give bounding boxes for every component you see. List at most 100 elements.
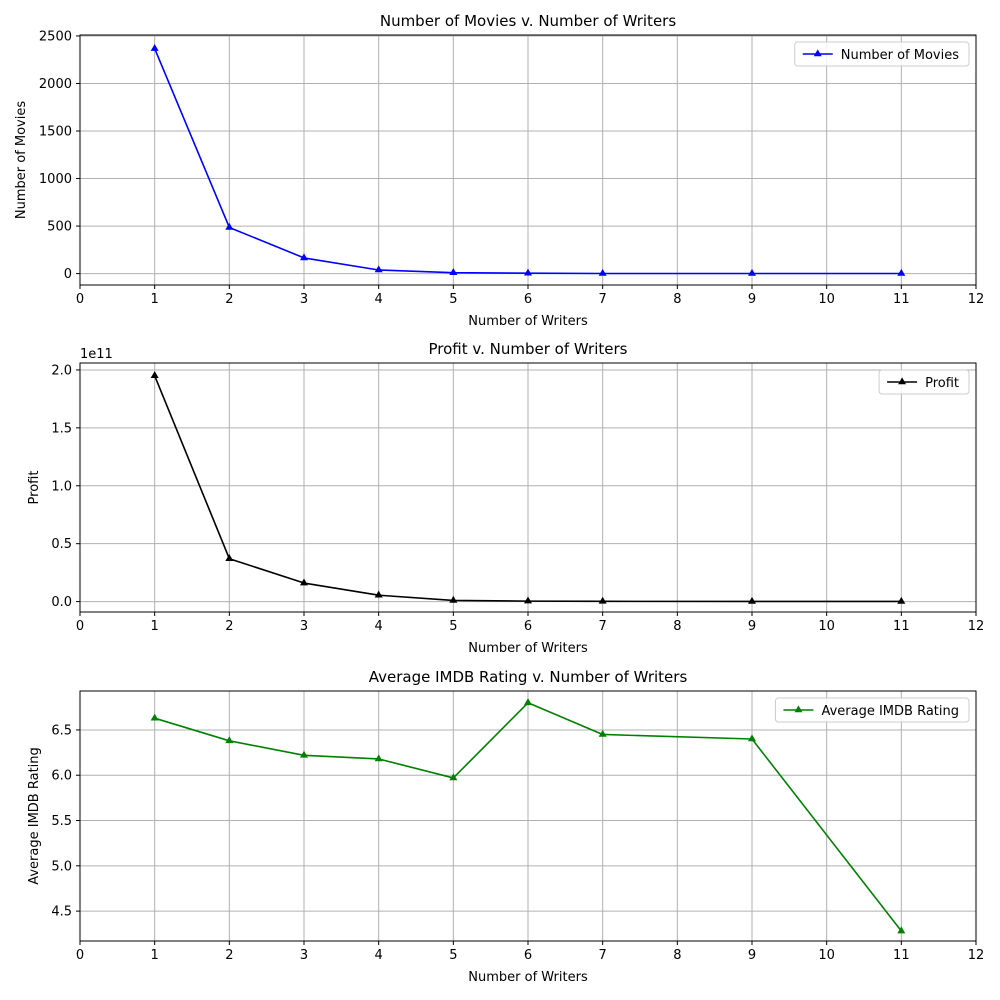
x-tick-label: 9 bbox=[748, 948, 756, 963]
chart-panels: 0 1 2 3 4 5 6 7 8 9 10 11 1205001000150020002500Numb… bbox=[14, 12, 984, 985]
data-point-marker bbox=[523, 268, 533, 276]
legend: Average IMDB Rating bbox=[774, 697, 970, 723]
x-tick-label: 7 bbox=[599, 948, 607, 963]
x-tick-label: 2 bbox=[225, 619, 233, 634]
y-tick-label: 2000 bbox=[39, 77, 72, 92]
data-point-marker bbox=[299, 750, 309, 758]
data-point-marker bbox=[225, 736, 234, 744]
y-tick-label: 6.5 bbox=[51, 723, 72, 738]
y-axis-label: Profit bbox=[27, 471, 42, 505]
x-tick-label: 3 bbox=[300, 948, 308, 963]
x-tick-label: 8 bbox=[673, 948, 681, 963]
x-tick-label: 10 bbox=[818, 619, 835, 634]
x-tick-label: 3 bbox=[300, 292, 308, 307]
x-tick-label: 3 bbox=[300, 619, 308, 634]
x-tick-label: 1 bbox=[151, 292, 159, 307]
legend-marker-swatch bbox=[794, 705, 803, 713]
data-point-marker bbox=[299, 253, 309, 261]
series-1 bbox=[150, 698, 906, 934]
x-tick-label: 0 bbox=[76, 292, 84, 307]
data-point-marker bbox=[523, 596, 533, 604]
y-tick-label: 1000 bbox=[39, 172, 72, 187]
data-point-marker bbox=[374, 590, 383, 598]
legend-label: Number of Movies bbox=[841, 48, 959, 63]
y-tick-label: 1.0 bbox=[51, 479, 72, 494]
data-point-marker bbox=[598, 596, 607, 604]
x-tick-label: 5 bbox=[449, 619, 457, 634]
data-point-marker bbox=[747, 268, 757, 276]
y-tick-label: 1.5 bbox=[51, 421, 72, 436]
x-tick-label: 0 bbox=[76, 948, 84, 963]
x-tick-label: 4 bbox=[375, 619, 383, 634]
x-tick-label: 9 bbox=[748, 292, 756, 307]
x-tick-label: 8 bbox=[673, 292, 681, 307]
x-tick-label: 6 bbox=[524, 292, 532, 307]
legend: Profit bbox=[878, 369, 970, 395]
y-tick-label: 2500 bbox=[39, 29, 72, 44]
x-tick-label: 0 bbox=[76, 619, 84, 634]
x-tick-label: 4 bbox=[375, 292, 383, 307]
grid-lines bbox=[79, 691, 977, 941]
legend-box bbox=[794, 41, 970, 67]
x-tick-label: 10 bbox=[818, 292, 835, 307]
x-tick-label: 11 bbox=[893, 948, 910, 963]
data-point-marker bbox=[598, 268, 607, 276]
y-offset-text: 1e11 bbox=[80, 347, 113, 362]
legend-label: Average IMDB Rating bbox=[821, 704, 959, 719]
data-point-marker bbox=[598, 729, 607, 737]
x-tick-label: 8 bbox=[673, 619, 681, 634]
x-tick-label: 6 bbox=[524, 619, 532, 634]
data-point-marker bbox=[225, 554, 234, 562]
y-tick-label: 4.5 bbox=[51, 905, 72, 920]
legend-marker-swatch bbox=[813, 49, 822, 57]
x-tick-label: 9 bbox=[748, 619, 756, 634]
chart-title: Average IMDB Rating v. Number of Writers bbox=[369, 668, 688, 686]
data-point-marker bbox=[150, 371, 159, 379]
x-tick-label: 12 bbox=[968, 948, 985, 963]
data-point-marker bbox=[150, 713, 159, 721]
x-tick-label: 11 bbox=[893, 619, 910, 634]
y-tick-label: 1500 bbox=[39, 125, 72, 140]
x-tick-label: 2 bbox=[225, 948, 233, 963]
data-point-marker bbox=[374, 265, 383, 273]
y-tick-label: 5.5 bbox=[51, 814, 72, 829]
data-point-marker bbox=[299, 578, 309, 586]
x-tick-label: 4 bbox=[375, 948, 383, 963]
x-tick-label: 11 bbox=[893, 292, 910, 307]
legend-box bbox=[878, 369, 970, 395]
chart-panel: 0 1 2 3 4 5 6 7 8 9 10 11 1205001000150020002500Numb… bbox=[14, 12, 984, 329]
x-tick-label: 5 bbox=[449, 948, 457, 963]
y-tick-label: 500 bbox=[47, 220, 72, 235]
legend-label: Profit bbox=[925, 376, 959, 391]
y-axis-label: Average IMDB Rating bbox=[27, 747, 42, 885]
x-tick-label: 12 bbox=[968, 619, 985, 634]
data-point-marker bbox=[897, 596, 906, 604]
series-1 bbox=[150, 43, 906, 276]
legend: Number of Movies bbox=[794, 41, 970, 67]
data-point-marker bbox=[150, 43, 159, 51]
y-tick-label: 0.5 bbox=[51, 537, 72, 552]
legend-box bbox=[774, 697, 970, 723]
x-tick-label: 7 bbox=[599, 292, 607, 307]
data-point-marker bbox=[897, 926, 906, 934]
x-tick-label: 7 bbox=[599, 619, 607, 634]
x-tick-label: 6 bbox=[524, 948, 532, 963]
x-tick-label: 12 bbox=[968, 292, 985, 307]
y-axis-label: Number of Movies bbox=[14, 101, 29, 219]
y-tick-label: 0 bbox=[64, 267, 72, 282]
x-tick-label: 2 bbox=[225, 292, 233, 307]
data-point-marker bbox=[374, 754, 383, 762]
x-tick-label: 10 bbox=[818, 948, 835, 963]
data-point-marker bbox=[523, 698, 533, 706]
x-tick-label: 1 bbox=[151, 619, 159, 634]
data-point-marker bbox=[897, 268, 906, 276]
data-point-marker bbox=[449, 773, 458, 781]
x-tick-label: 5 bbox=[449, 292, 457, 307]
x-axis-label: Number of Writers bbox=[468, 314, 588, 329]
chart-title: Number of Movies v. Number of Writers bbox=[380, 12, 676, 30]
data-point-marker bbox=[449, 595, 458, 603]
